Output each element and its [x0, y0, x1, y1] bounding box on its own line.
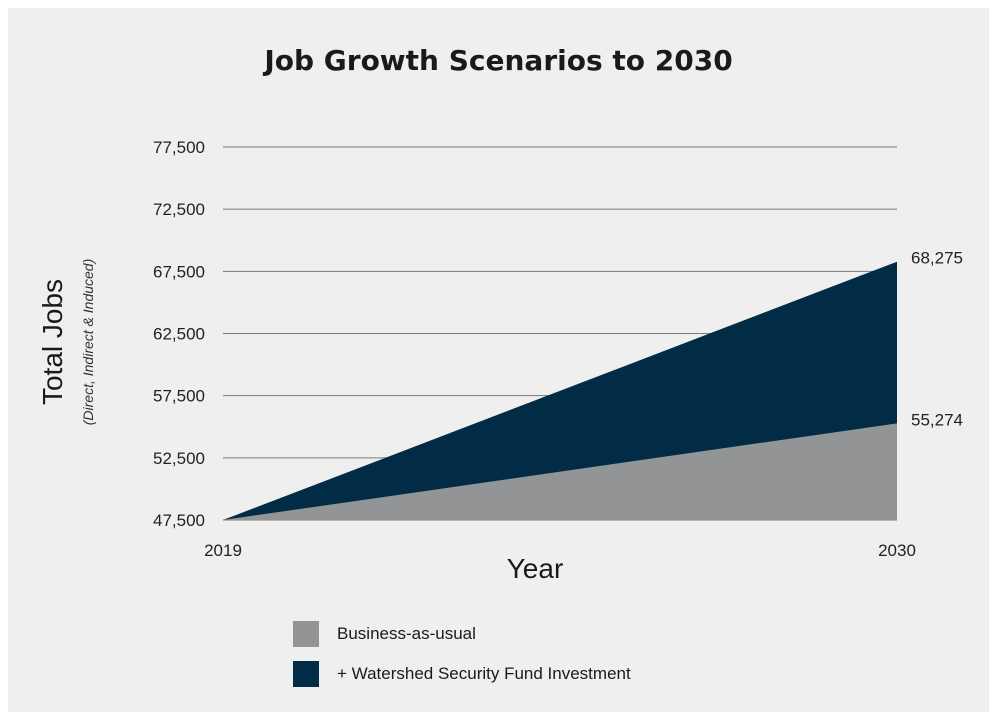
legend-label-investment: + Watershed Security Fund Investment — [337, 664, 631, 683]
x-tick-label: 2030 — [878, 541, 916, 560]
end-label-investment: 68,275 — [911, 249, 963, 268]
y-tick-label: 77,500 — [153, 138, 205, 157]
y-tick-label: 52,500 — [153, 449, 205, 468]
areas — [223, 261, 897, 520]
y-tick-label: 57,500 — [153, 387, 205, 406]
legend-item-investment: + Watershed Security Fund Investment — [293, 661, 631, 687]
y-tick-label: 72,500 — [153, 200, 205, 219]
y-tick-label: 67,500 — [153, 262, 205, 281]
y-tick-label: 62,500 — [153, 325, 205, 344]
y-axis-label: Total Jobs — [37, 279, 68, 405]
legend-item-bau: Business-as-usual — [293, 621, 476, 647]
legend-label-bau: Business-as-usual — [337, 624, 476, 643]
end-label-bau: 55,274 — [911, 410, 963, 429]
area-business-as-usual — [223, 423, 897, 520]
y-axis-sublabel: (Direct, Indirect & Induced) — [80, 259, 96, 426]
legend-swatch-bau — [293, 621, 319, 647]
chart-title: Job Growth Scenarios to 2030 — [264, 44, 733, 77]
y-tick-label: 47,500 — [153, 511, 205, 530]
x-tick-label: 2019 — [204, 541, 242, 560]
y-tick-labels: 47,500 52,500 57,500 62,500 67,500 72,500 77,5… — [153, 138, 205, 530]
x-axis-label: Year — [507, 553, 564, 584]
x-tick-labels: 2019 2030 — [204, 541, 916, 560]
end-labels: 68,275 55,274 — [911, 249, 963, 430]
legend-swatch-investment — [293, 661, 319, 687]
